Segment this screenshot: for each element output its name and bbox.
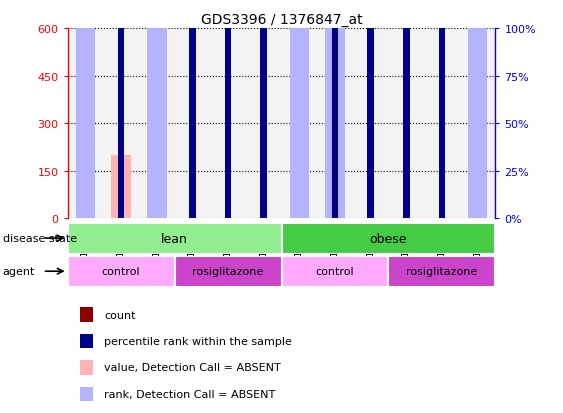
Bar bbox=[332, 0, 338, 219]
Text: count: count bbox=[104, 310, 136, 320]
Bar bbox=[289, 0, 309, 219]
Text: obese: obese bbox=[370, 232, 407, 245]
Text: rosiglitazone: rosiglitazone bbox=[406, 266, 477, 277]
Bar bbox=[403, 0, 409, 219]
Bar bbox=[75, 118, 95, 219]
Bar bbox=[75, 0, 95, 219]
Bar bbox=[139, 29, 175, 219]
Bar bbox=[388, 29, 424, 219]
Bar bbox=[111, 156, 131, 219]
Bar bbox=[81, 360, 93, 375]
Text: percentile rank within the sample: percentile rank within the sample bbox=[104, 336, 292, 346]
Bar bbox=[468, 114, 488, 219]
Bar bbox=[103, 29, 139, 219]
Bar bbox=[424, 29, 460, 219]
Bar bbox=[175, 256, 282, 287]
Text: control: control bbox=[102, 266, 140, 277]
Bar bbox=[225, 76, 231, 219]
Bar bbox=[210, 29, 246, 219]
Text: rank, Detection Call = ABSENT: rank, Detection Call = ABSENT bbox=[104, 389, 275, 399]
Bar bbox=[189, 0, 195, 219]
Bar bbox=[261, 75, 267, 219]
Bar bbox=[246, 29, 282, 219]
Bar bbox=[325, 145, 345, 219]
Bar bbox=[81, 334, 93, 348]
Bar bbox=[261, 0, 267, 219]
Text: lean: lean bbox=[161, 232, 188, 245]
Bar bbox=[439, 80, 445, 219]
Text: disease state: disease state bbox=[3, 234, 77, 244]
Bar bbox=[468, 0, 488, 219]
Bar bbox=[68, 29, 103, 219]
Bar bbox=[282, 29, 317, 219]
Bar bbox=[68, 223, 282, 254]
Bar bbox=[189, 114, 195, 219]
Bar bbox=[403, 124, 409, 219]
Text: rosiglitazone: rosiglitazone bbox=[193, 266, 263, 277]
Bar bbox=[388, 256, 495, 287]
Bar bbox=[81, 308, 93, 322]
Bar bbox=[368, 0, 374, 219]
Bar bbox=[175, 29, 210, 219]
Bar bbox=[225, 0, 231, 219]
Bar bbox=[147, 111, 167, 219]
Text: agent: agent bbox=[3, 267, 35, 277]
Bar bbox=[325, 0, 345, 219]
Text: value, Detection Call = ABSENT: value, Detection Call = ABSENT bbox=[104, 363, 281, 373]
Bar bbox=[68, 256, 175, 287]
Bar bbox=[368, 119, 374, 219]
Bar bbox=[317, 29, 353, 219]
Bar bbox=[81, 387, 93, 401]
Bar bbox=[289, 118, 309, 219]
Bar bbox=[282, 223, 495, 254]
Title: GDS3396 / 1376847_at: GDS3396 / 1376847_at bbox=[200, 12, 363, 26]
Bar bbox=[147, 0, 167, 219]
Bar bbox=[282, 256, 388, 287]
Text: control: control bbox=[316, 266, 354, 277]
Bar bbox=[353, 29, 388, 219]
Bar bbox=[460, 29, 495, 219]
Bar bbox=[439, 0, 445, 219]
Bar bbox=[118, 0, 124, 219]
